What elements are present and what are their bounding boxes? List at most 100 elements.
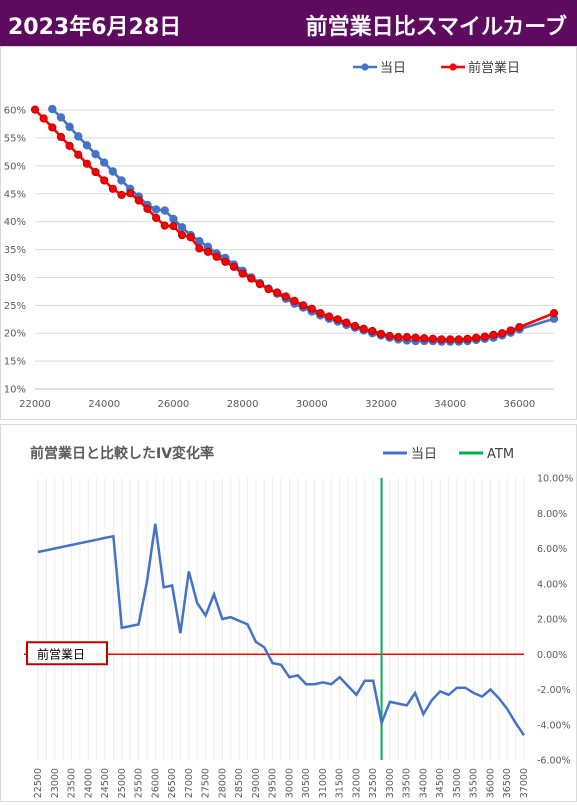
y-tick-label: 50%	[4, 161, 26, 172]
data-point-prev	[299, 301, 308, 310]
series-line-today	[37, 523, 526, 737]
data-point-prev	[316, 309, 325, 318]
data-point-prev	[394, 333, 403, 342]
x-tick-label: 22500	[33, 768, 44, 798]
data-point-prev	[342, 318, 351, 327]
data-point-prev	[359, 324, 368, 333]
y-tick-label: 55%	[4, 134, 26, 145]
x-tick-label: 23500	[67, 768, 78, 798]
data-point-prev	[472, 333, 481, 342]
baseline-label: 前営業日	[37, 646, 85, 661]
x-tick-label: 32000	[365, 399, 397, 410]
data-point-prev	[169, 222, 178, 231]
data-point-prev	[74, 150, 83, 159]
y-tick-label: 45%	[4, 189, 26, 200]
smile-curve-svg: 10% 15% 20% 25% 30% 35% 40% 45% 50% 55% 60% 22000 24…	[4, 60, 559, 410]
x-tick-label: 26000	[157, 399, 189, 410]
y-tick-label: 30%	[4, 273, 26, 284]
x-tick-label: 24000	[88, 399, 120, 410]
x-tick-label: 28000	[217, 768, 228, 798]
x-tick-label: 28500	[234, 768, 245, 798]
data-point-prev	[498, 329, 507, 338]
x-tick-label: 28000	[227, 399, 259, 410]
legend-label-atm: ATM	[487, 447, 514, 462]
data-point-prev	[143, 204, 152, 213]
header-bar: 2023年6月28日 前営業日比スマイルカーブ	[0, 0, 577, 46]
iv-change-svg: 前営業日と比較したIV変化率 10.00% 8.00% 6.00% 4.00% 2.00%…	[24, 445, 573, 798]
data-point-prev	[100, 176, 109, 185]
x-tick-label: 34500	[435, 768, 446, 798]
data-point-today	[117, 176, 126, 185]
data-point-prev	[264, 285, 273, 294]
y-tick-label: 10.00%	[537, 474, 573, 485]
data-point-today	[48, 104, 57, 114]
data-point-prev	[152, 213, 161, 222]
data-point-prev	[221, 257, 230, 266]
data-point-today	[160, 206, 169, 215]
y-tick-label: 0.00%	[537, 650, 567, 661]
data-point-prev	[39, 114, 48, 123]
data-point-today	[151, 205, 161, 214]
y-tick-label: 20%	[4, 329, 26, 340]
x-tick-label: 36500	[502, 768, 513, 798]
y-tick-label: 10%	[4, 385, 26, 396]
iv-change-chart: 前営業日と比較したIV変化率 10.00% 8.00% 6.00% 4.00% 2.00%…	[0, 424, 577, 802]
data-point-prev	[48, 123, 57, 132]
x-tick-label: 25500	[134, 768, 145, 798]
data-point-prev	[247, 274, 256, 283]
y-tick-label: -2.00%	[537, 685, 571, 696]
x-tick-label: 34000	[418, 768, 429, 798]
x-tick-label: 32500	[368, 768, 379, 798]
y-tick-label: -4.00%	[537, 720, 571, 731]
x-tick-label: 25000	[117, 768, 128, 798]
data-point-today	[74, 132, 83, 141]
x-tick-label: 30000	[284, 768, 295, 798]
legend-marker-today	[361, 63, 369, 71]
data-point-prev	[186, 233, 195, 242]
data-point-prev	[506, 326, 515, 335]
data-point-prev	[126, 189, 135, 198]
data-point-prev	[229, 262, 239, 271]
data-point-prev	[307, 304, 316, 313]
data-point-today	[82, 141, 92, 150]
y-tick-label: 25%	[4, 301, 26, 312]
data-point-today	[169, 214, 178, 224]
data-point-prev	[480, 332, 489, 341]
data-point-prev	[325, 312, 334, 321]
data-point-prev	[515, 322, 524, 332]
data-point-prev	[350, 321, 360, 331]
data-point-today	[91, 150, 100, 159]
header-title: 前営業日比スマイルカーブ	[305, 15, 567, 40]
baseline-label-box	[26, 641, 108, 666]
x-tick-label: 26500	[167, 768, 178, 798]
x-tick-label: 30500	[301, 768, 312, 798]
data-point-prev	[160, 221, 169, 230]
data-point-today	[100, 158, 109, 167]
y-tick-label: 40%	[4, 217, 26, 228]
x-tick-label: 24500	[100, 768, 111, 798]
data-point-prev	[117, 190, 126, 200]
data-point-prev	[402, 333, 412, 342]
smile-curve-chart: 10% 15% 20% 25% 30% 35% 40% 45% 50% 55% 60% 22000 24…	[0, 46, 577, 420]
data-point-prev	[238, 269, 247, 278]
x-tick-label: 32000	[351, 768, 362, 798]
data-point-prev	[203, 247, 213, 256]
data-point-prev	[549, 309, 559, 318]
y-tick-label: 60%	[4, 106, 26, 117]
data-point-prev	[290, 296, 299, 305]
data-point-prev	[368, 326, 377, 336]
legend-label-today: 当日	[411, 447, 437, 462]
data-point-prev	[82, 159, 92, 168]
data-point-today	[195, 237, 204, 246]
header-date: 2023年6月28日	[8, 15, 182, 40]
data-point-prev	[428, 334, 437, 343]
data-point-prev	[385, 331, 394, 341]
data-point-prev	[489, 330, 498, 340]
data-point-prev	[195, 244, 204, 253]
data-point-prev	[56, 132, 66, 142]
data-point-prev	[273, 288, 282, 297]
data-point-prev	[376, 329, 386, 338]
data-point-prev	[333, 315, 342, 324]
x-tick-label: 37000	[519, 768, 530, 798]
y-tick-label: 4.00%	[537, 579, 567, 590]
